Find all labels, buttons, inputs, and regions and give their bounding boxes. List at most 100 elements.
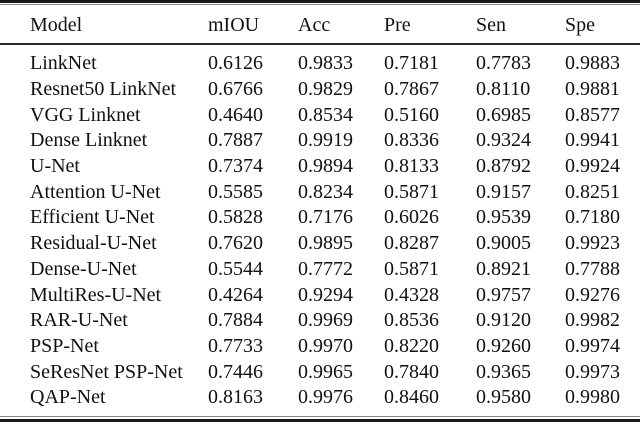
metric-value-cell: 0.8536 (384, 309, 439, 332)
metric-value-cell: 0.4264 (208, 283, 263, 306)
metrics-table: Model mIOU Acc Pre Sen Spe LinkNet 0.6126… (0, 7, 640, 411)
metric-value-cell: 0.9970 (298, 334, 353, 357)
column-header-model: Model (0, 7, 208, 45)
metric-value-cell: 0.4328 (384, 283, 439, 306)
metric-value-cell: 0.8234 (298, 180, 353, 203)
metric-value-cell: 0.9883 (565, 52, 620, 75)
metric-value-cell: 0.7176 (298, 206, 353, 229)
model-name-cell: VGG Linknet (30, 103, 141, 126)
metric-value-cell: 0.9276 (565, 283, 620, 306)
model-name-cell: Residual-U-Net (30, 232, 157, 255)
table-row: LinkNet 0.6126 0.9833 0.7181 0.7783 0.9883 (0, 44, 640, 77)
table-row: Dense-U-Net 0.5544 0.7772 0.5871 0.8921 0.778… (0, 257, 640, 283)
model-name-cell: SeResNet PSP-Net (30, 360, 183, 383)
metric-value-cell: 0.7181 (384, 52, 439, 75)
metric-value-cell: 0.7446 (208, 360, 263, 383)
metric-value-cell: 0.9757 (476, 283, 531, 306)
metric-value-cell: 0.8251 (565, 180, 620, 203)
metric-value-cell: 0.9881 (565, 78, 620, 101)
model-name-cell: Attention U-Net (30, 180, 161, 203)
metric-value-cell: 0.7772 (298, 257, 353, 280)
metric-value-cell: 0.9973 (565, 360, 620, 383)
metric-value-cell: 0.9974 (565, 334, 620, 357)
metric-value-cell: 0.4640 (208, 103, 263, 126)
table-header: Model mIOU Acc Pre Sen Spe (0, 7, 640, 45)
table-row: MultiRes-U-Net 0.4264 0.9294 0.4328 0.9757 0.… (0, 282, 640, 308)
column-header-spe: Spe (565, 7, 640, 45)
table-row: Resnet50 LinkNet 0.6766 0.9829 0.7867 0.8110… (0, 77, 640, 103)
model-name-cell: Resnet50 LinkNet (30, 78, 177, 101)
metric-value-cell: 0.9965 (298, 360, 353, 383)
metric-value-cell: 0.9157 (476, 180, 531, 203)
table-bottom-rule-thick (0, 418, 640, 422)
table-row: VGG Linknet 0.4640 0.8534 0.5160 0.6985 0.857… (0, 102, 640, 128)
metric-value-cell: 0.5828 (208, 206, 263, 229)
metric-value-cell: 0.7887 (208, 129, 263, 152)
metric-value-cell: 0.7884 (208, 309, 263, 332)
metric-value-cell: 0.8577 (565, 103, 620, 126)
metric-value-cell: 0.9982 (565, 309, 620, 332)
metric-value-cell: 0.5871 (384, 257, 439, 280)
metric-value-cell: 0.9924 (565, 155, 620, 178)
model-name-cell: LinkNet (30, 52, 97, 75)
table-row: Dense Linknet 0.7887 0.9919 0.8336 0.9324 0.9… (0, 128, 640, 154)
metric-value-cell: 0.8133 (384, 155, 439, 178)
metric-value-cell: 0.5585 (208, 180, 263, 203)
metric-value-cell: 0.5544 (208, 257, 263, 280)
column-header-miou: mIOU (208, 7, 298, 45)
metric-value-cell: 0.9895 (298, 232, 353, 255)
metric-value-cell: 0.9980 (565, 386, 620, 409)
metric-value-cell: 0.9919 (298, 129, 353, 152)
metric-value-cell: 0.5871 (384, 180, 439, 203)
metric-value-cell: 0.5160 (384, 103, 439, 126)
metric-value-cell: 0.8460 (384, 386, 439, 409)
metric-value-cell: 0.9365 (476, 360, 531, 383)
metric-value-cell: 0.8336 (384, 129, 439, 152)
metric-value-cell: 0.9005 (476, 232, 531, 255)
metric-value-cell: 0.9833 (298, 52, 353, 75)
table-row: U-Net 0.7374 0.9894 0.8133 0.8792 0.9924 (0, 154, 640, 180)
metric-value-cell: 0.9120 (476, 309, 531, 332)
metric-value-cell: 0.8921 (476, 257, 531, 280)
column-header-pre: Pre (384, 7, 476, 45)
model-name-cell: Dense Linknet (30, 129, 148, 152)
column-header-acc: Acc (298, 7, 384, 45)
table-body: LinkNet 0.6126 0.9833 0.7181 0.7783 0.9883 Res… (0, 44, 640, 411)
table-row: Efficient U-Net 0.5828 0.7176 0.6026 0.9539 0… (0, 205, 640, 231)
metric-value-cell: 0.6766 (208, 78, 263, 101)
metric-value-cell: 0.9894 (298, 155, 353, 178)
metric-value-cell: 0.9969 (298, 309, 353, 332)
table-bottom-rule (0, 415, 640, 422)
table-row: Attention U-Net 0.5585 0.8234 0.5871 0.9157 0… (0, 179, 640, 205)
metric-value-cell: 0.7620 (208, 232, 263, 255)
model-name-cell: Efficient U-Net (30, 206, 155, 229)
metric-value-cell: 0.9580 (476, 386, 531, 409)
model-name-cell: Dense-U-Net (30, 257, 137, 280)
metric-value-cell: 0.7788 (565, 257, 620, 280)
table-row: Residual-U-Net 0.7620 0.9895 0.8287 0.9005 0.… (0, 231, 640, 257)
metric-value-cell: 0.8534 (298, 103, 353, 126)
table-row: QAP-Net 0.8163 0.9976 0.8460 0.9580 0.9980 (0, 385, 640, 411)
metric-value-cell: 0.7867 (384, 78, 439, 101)
metric-value-cell: 0.8287 (384, 232, 439, 255)
model-name-cell: MultiRes-U-Net (30, 283, 162, 306)
table-top-rule-thick (0, 0, 640, 3)
metric-value-cell: 0.7783 (476, 52, 531, 75)
table-row: RAR-U-Net 0.7884 0.9969 0.8536 0.9120 0.9982 (0, 308, 640, 334)
metric-value-cell: 0.9539 (476, 206, 531, 229)
metric-value-cell: 0.6026 (384, 206, 439, 229)
table-row: PSP-Net 0.7733 0.9970 0.8220 0.9260 0.9974 (0, 334, 640, 360)
table-bottom-rule-thin (0, 415, 640, 417)
metric-value-cell: 0.9260 (476, 334, 531, 357)
model-name-cell: QAP-Net (30, 386, 106, 409)
metric-value-cell: 0.9941 (565, 129, 620, 152)
model-name-cell: U-Net (30, 155, 80, 178)
metric-value-cell: 0.9829 (298, 78, 353, 101)
metric-value-cell: 0.8110 (476, 78, 531, 101)
table-top-rule-thin (0, 4, 640, 5)
metric-value-cell: 0.9324 (476, 129, 531, 152)
metric-value-cell: 0.6126 (208, 52, 263, 75)
model-name-cell: RAR-U-Net (30, 309, 128, 332)
metric-value-cell: 0.7733 (208, 334, 263, 357)
